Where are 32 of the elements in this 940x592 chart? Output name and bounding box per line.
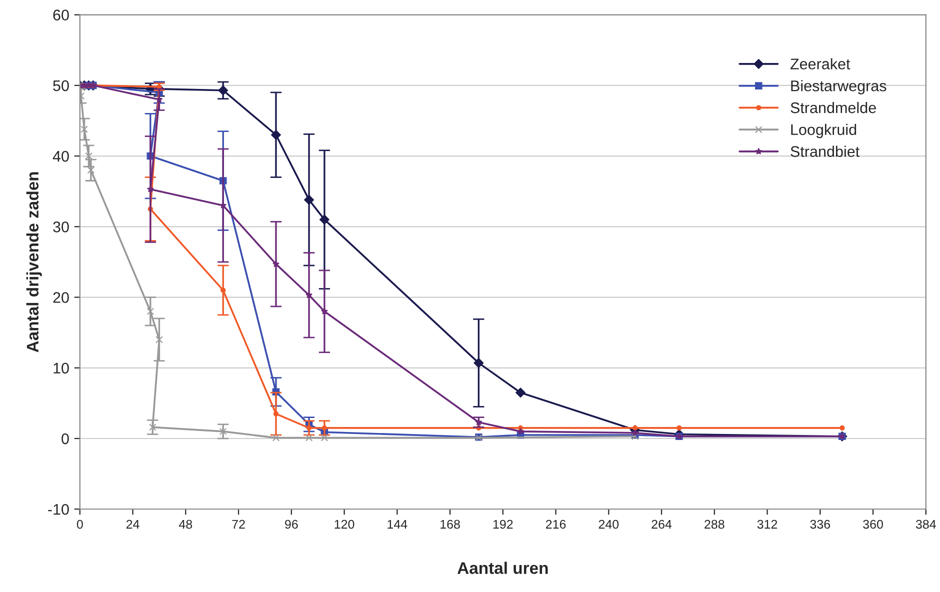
x-tick-label: 192 — [493, 520, 513, 529]
y-tick-label: 10 — [54, 362, 69, 374]
x-tick-label: 120 — [334, 520, 354, 529]
y-tick-label: 20 — [53, 292, 69, 303]
x-tick-label: 216 — [546, 520, 566, 529]
legend-label: Zeeraket — [790, 58, 850, 70]
y-tick-label: 50 — [53, 80, 69, 92]
x-tick-label: 168 — [440, 520, 460, 529]
y-tick-label: -10 — [48, 504, 69, 515]
x-tick-label: 288 — [704, 520, 724, 529]
legend-label: Strandmelde — [790, 102, 876, 114]
y-tick-label: 0 — [62, 433, 69, 444]
x-tick-label: 72 — [232, 520, 245, 529]
x-axis-title: Aantal uren — [457, 562, 548, 574]
legend-label: Biestarwegras — [791, 80, 886, 94]
x-tick-label: 360 — [863, 520, 883, 529]
x-tick-label: 144 — [388, 520, 408, 529]
y-axis-title: Aantal drijvende zaden — [26, 172, 42, 352]
legend-label: Loogkruid — [791, 124, 856, 138]
x-tick-label: 48 — [178, 520, 192, 529]
x-tick-label: 264 — [652, 520, 672, 529]
x-tick-label: 240 — [598, 520, 619, 529]
x-tick-label: 0 — [76, 520, 83, 529]
x-tick-label: 384 — [916, 520, 936, 529]
y-tick-label: 40 — [52, 150, 69, 162]
x-tick-label: 336 — [810, 520, 830, 529]
y-tick-label: 30 — [53, 222, 69, 232]
x-tick-label: 312 — [757, 520, 778, 529]
x-tick-label: 24 — [126, 520, 140, 529]
x-tick-label: 96 — [285, 520, 298, 529]
legend-label: Strandbiet — [790, 146, 860, 157]
y-tick-label: 60 — [53, 10, 69, 20]
